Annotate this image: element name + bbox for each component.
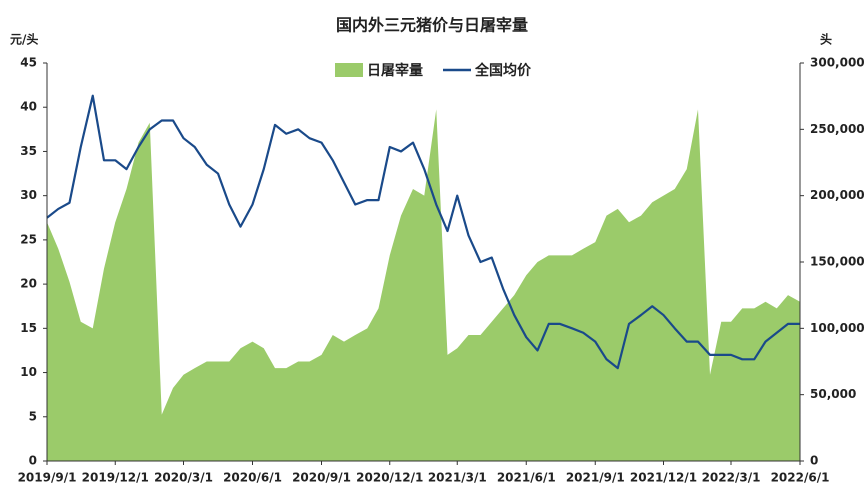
y-tick-label: 15 — [20, 321, 37, 335]
y-tick-label: 10 — [20, 365, 37, 379]
y-tick-label: 5 — [29, 409, 37, 423]
x-tick-label: 2020/3/1 — [154, 471, 213, 485]
y-tick-label: 30 — [20, 188, 37, 202]
legend-swatch — [335, 63, 363, 77]
y-axis-label: 元/头 — [10, 32, 38, 47]
chart-title: 国内外三元猪价与日屠宰量 — [336, 16, 528, 35]
line — [46, 94, 800, 370]
line-layer — [46, 94, 800, 370]
x-tick-label: 2019/12/1 — [82, 471, 149, 485]
x-tick-label: 2019/9/1 — [18, 471, 77, 485]
x-tick-label: 2020/12/1 — [356, 471, 423, 485]
y2-tick-label: 300,000 — [810, 56, 865, 70]
legend-label: 全国均价 — [474, 62, 532, 79]
y2-tick-label: 0 — [810, 454, 818, 468]
legend-label: 日屠宰量 — [367, 62, 423, 79]
y2-tick-label: 250,000 — [810, 122, 865, 136]
x-tick-label: 2021/6/1 — [497, 471, 556, 485]
x-tick-label: 2021/3/1 — [428, 471, 487, 485]
y2-tick-label: 50,000 — [810, 387, 856, 401]
x-tick-label: 2022/6/1 — [771, 471, 830, 485]
y-tick-label: 40 — [20, 100, 37, 114]
area-layer — [47, 109, 800, 461]
y-tick-label: 0 — [29, 454, 37, 468]
x-tick-label: 2022/3/1 — [702, 471, 761, 485]
y2-tick-label: 150,000 — [810, 255, 865, 269]
y-tick-label: 35 — [20, 144, 37, 158]
y2-tick-label: 100,000 — [810, 321, 865, 335]
x-tick-label: 2021/12/1 — [630, 471, 697, 485]
area — [47, 109, 800, 461]
y-tick-label: 25 — [20, 232, 37, 246]
y-tick-label: 45 — [20, 56, 37, 70]
y2-tick-label: 200,000 — [810, 188, 865, 202]
x-tick-label: 2020/6/1 — [223, 471, 282, 485]
y-tick-label: 20 — [20, 277, 37, 291]
y2-axis-label: 头 — [820, 32, 832, 47]
x-tick-label: 2020/9/1 — [292, 471, 351, 485]
x-tick-label: 2021/9/1 — [566, 471, 625, 485]
